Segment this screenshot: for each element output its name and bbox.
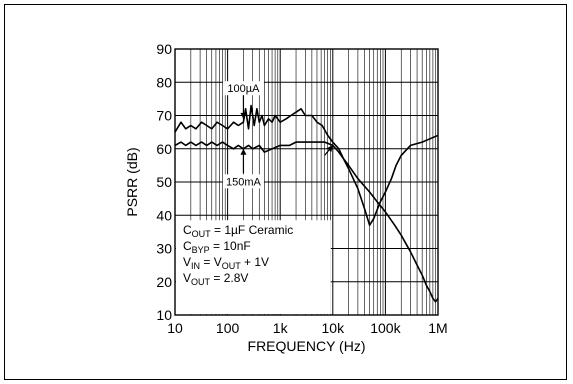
tick-labels: 10 100 1k 10k 100k 1M 10 20 30 40 50 60 70 80 90 xyxy=(156,41,447,336)
plot-border xyxy=(174,48,439,316)
series-line-100ua xyxy=(174,104,439,226)
x-tick-label: 100 xyxy=(216,320,240,336)
y-tick-label: 70 xyxy=(156,108,172,124)
condition-line: VOUT = 2.8V xyxy=(183,271,248,287)
y-axis-label: PSRR (dB) xyxy=(124,147,140,216)
y-tick-label: 60 xyxy=(156,141,172,157)
annotation-arrow-head xyxy=(240,148,247,155)
series-layer xyxy=(174,104,439,303)
condition-line: COUT = 1µF Ceramic xyxy=(183,223,293,239)
y-tick-label: 10 xyxy=(156,307,172,323)
series-line-150ma xyxy=(174,141,439,303)
annotation-arrow-head xyxy=(326,145,333,152)
x-tick-label: 100k xyxy=(370,320,401,336)
annotation-label: 150mA xyxy=(226,176,262,188)
x-tick-label: 10 xyxy=(167,320,183,336)
annotation-label-bg xyxy=(222,174,264,189)
condition-line: CBYP = 10nF xyxy=(183,239,251,255)
x-tick-label: 1M xyxy=(428,320,447,336)
y-tick-label: 40 xyxy=(156,207,172,223)
y-tick-label: 80 xyxy=(156,74,172,90)
conditions-background xyxy=(176,220,331,314)
y-tick-label: 20 xyxy=(156,274,172,290)
condition-line: VIN = VOUT + 1V xyxy=(183,255,269,271)
y-tick-label: 90 xyxy=(156,41,172,57)
annotation-label: 100µA xyxy=(227,83,260,95)
x-tick-label: 10k xyxy=(322,320,346,336)
y-tick-label: 30 xyxy=(156,241,172,257)
annotation-arrow-head xyxy=(240,112,247,119)
annotation-label-bg xyxy=(222,81,264,96)
annotations: 100µA 150mA xyxy=(222,81,334,189)
x-axis-label: FREQUENCY (Hz) xyxy=(248,338,366,354)
x-tick-label: 1k xyxy=(273,320,289,336)
chart-frame: COUT = 1µF Ceramic CBYP = 10nF VIN = VOUT … xyxy=(4,4,567,380)
y-tick-label: 50 xyxy=(156,174,172,190)
